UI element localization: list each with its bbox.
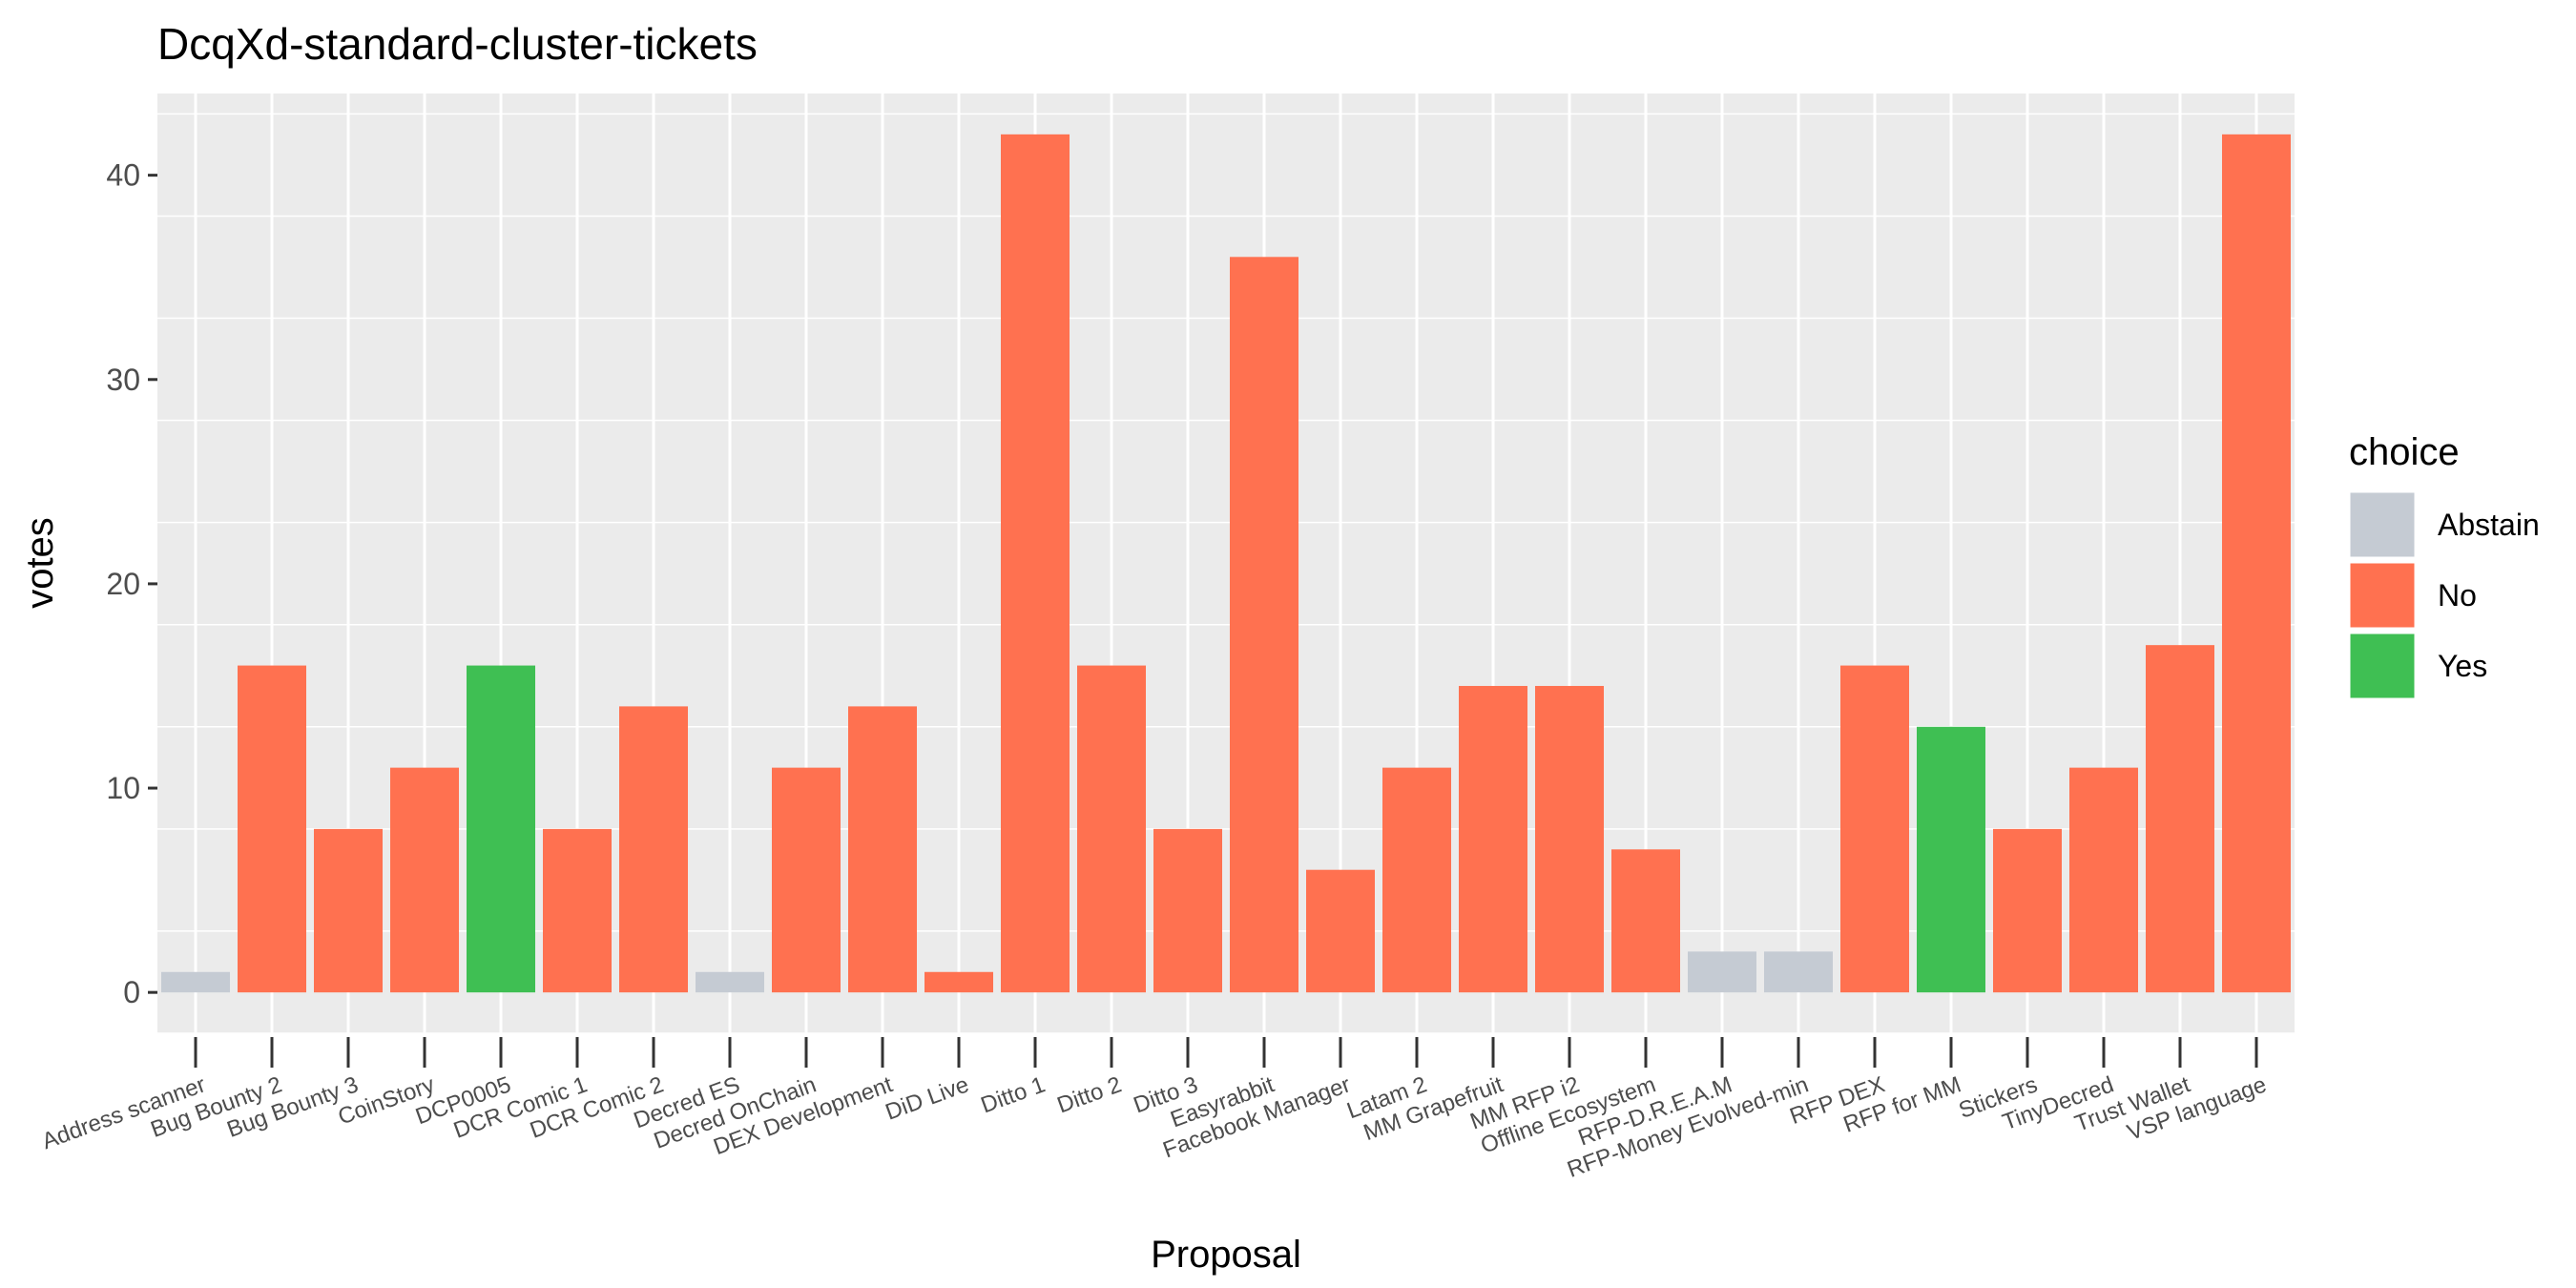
bar xyxy=(1840,665,1909,993)
bar xyxy=(924,971,993,993)
bar xyxy=(1230,257,1298,993)
bar xyxy=(314,828,383,993)
bar xyxy=(1459,685,1527,993)
bar xyxy=(2146,645,2214,993)
legend-label: Abstain xyxy=(2438,508,2540,542)
bar xyxy=(161,971,230,993)
legend-label: No xyxy=(2438,578,2477,613)
x-tick-label: Ditto 1 xyxy=(978,1071,1049,1118)
bar xyxy=(467,665,535,993)
bar xyxy=(1688,951,1756,993)
bar xyxy=(1001,134,1070,993)
y-tick-label: 30 xyxy=(106,363,140,397)
bar xyxy=(238,665,306,993)
bar xyxy=(1077,665,1146,993)
y-axis-title: votes xyxy=(19,517,61,609)
x-tick-label: DiD Live xyxy=(883,1071,972,1125)
y-axis: 0 10 20 30 40 xyxy=(106,158,157,1009)
bar xyxy=(772,767,841,993)
legend-label: Yes xyxy=(2438,649,2487,683)
bar xyxy=(1153,828,1222,993)
bar xyxy=(696,971,764,993)
bar xyxy=(1535,685,1604,993)
bar xyxy=(1611,849,1680,993)
bar xyxy=(543,828,612,993)
bar xyxy=(619,706,688,993)
bar xyxy=(1764,951,1833,993)
x-axis-title: Proposal xyxy=(1151,1234,1301,1276)
legend-key xyxy=(2347,631,2418,701)
y-tick-label: 40 xyxy=(106,158,140,193)
legend: choice Abstain No Yes xyxy=(2347,431,2540,701)
legend-key xyxy=(2347,560,2418,631)
bar xyxy=(390,767,459,993)
bar xyxy=(2222,134,2291,993)
y-tick-label: 0 xyxy=(123,975,140,1009)
bar xyxy=(848,706,917,993)
chart-title: DcqXd-standard-cluster-tickets xyxy=(157,19,758,69)
bars xyxy=(161,134,2291,993)
bar xyxy=(1382,767,1451,993)
bar xyxy=(2069,767,2138,993)
bar xyxy=(1917,726,1985,993)
legend-title: choice xyxy=(2349,431,2460,473)
legend-key xyxy=(2347,489,2418,560)
bar xyxy=(1993,828,2062,993)
x-tick-label: Ditto 2 xyxy=(1054,1071,1125,1118)
y-tick-label: 10 xyxy=(106,771,140,805)
y-tick-label: 20 xyxy=(106,567,140,601)
bar xyxy=(1306,869,1375,993)
